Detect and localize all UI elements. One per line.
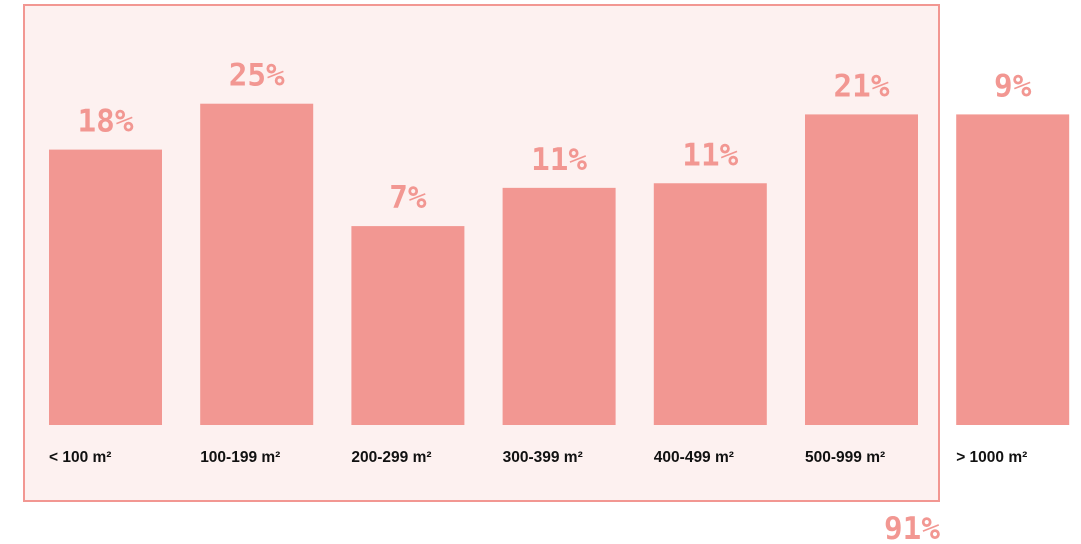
bars-group bbox=[49, 103, 1070, 425]
category-label-1: 100-199 m² bbox=[200, 449, 280, 466]
bar-0 bbox=[49, 149, 162, 425]
value-label-3: 11% bbox=[531, 142, 587, 178]
value-label-2: 7% bbox=[389, 180, 427, 216]
category-label-3: 300-399 m² bbox=[503, 449, 583, 466]
value-label-5: 21% bbox=[834, 68, 890, 104]
category-label-6: > 1000 m² bbox=[956, 449, 1027, 466]
value-label-6: 9% bbox=[994, 68, 1032, 104]
value-label-0: 18% bbox=[78, 104, 134, 140]
bar-5 bbox=[805, 114, 918, 425]
bar-2 bbox=[351, 226, 465, 425]
bar-6 bbox=[956, 114, 1070, 425]
value-label-4: 11% bbox=[682, 137, 738, 173]
category-label-0: < 100 m² bbox=[49, 449, 111, 466]
bar-3 bbox=[502, 187, 616, 425]
category-labels-group: < 100 m² 100-199 m² 200-299 m² 300-399 m² 40… bbox=[49, 449, 1027, 466]
category-label-5: 500-999 m² bbox=[805, 449, 885, 466]
category-label-2: 200-299 m² bbox=[351, 449, 431, 466]
category-label-4: 400-499 m² bbox=[654, 449, 734, 466]
highlight-group-box bbox=[23, 4, 940, 502]
value-label-1: 25% bbox=[229, 58, 285, 94]
value-labels-group: 18% 25% 7% 11% 11% 21% 9% bbox=[78, 58, 1032, 216]
highlight-group-total-label: 91% bbox=[884, 511, 940, 544]
bar-4 bbox=[653, 183, 767, 425]
bar-1 bbox=[200, 103, 314, 425]
